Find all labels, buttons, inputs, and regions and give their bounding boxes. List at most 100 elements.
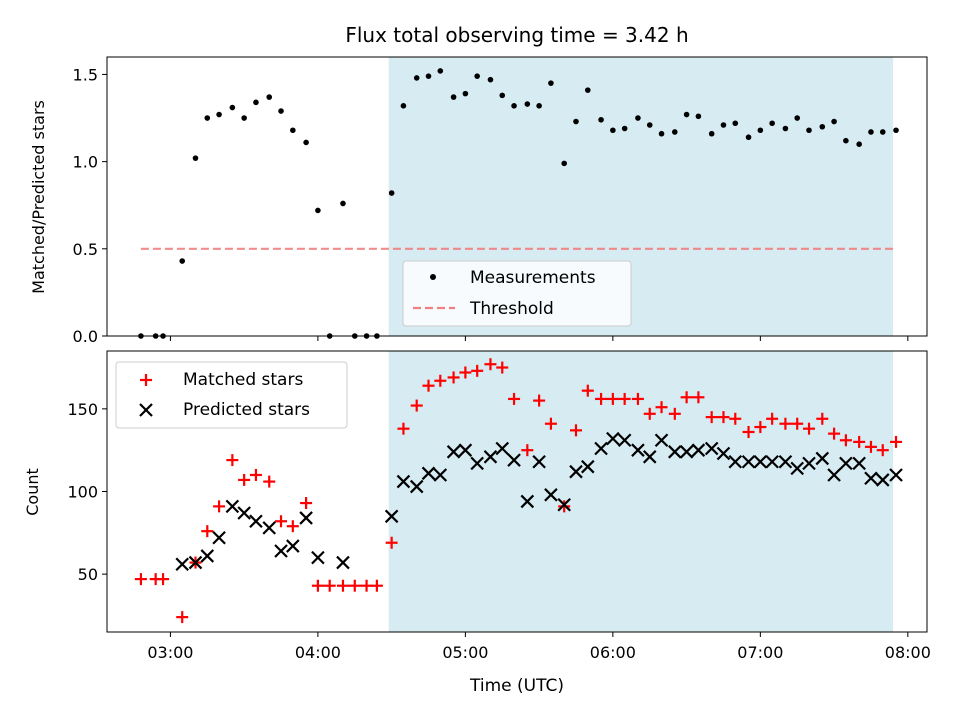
matched-star-point bbox=[410, 399, 423, 412]
matched-star-point bbox=[569, 424, 582, 437]
matched-star-point bbox=[176, 611, 189, 624]
top-y-axis-label: Matched/Predicted stars bbox=[29, 100, 48, 294]
measurement-point bbox=[253, 99, 259, 106]
measurement-point bbox=[672, 129, 678, 135]
matched-star-point bbox=[729, 412, 742, 425]
y-tick-label: 0.0 bbox=[73, 327, 98, 346]
predicted-star-point bbox=[679, 445, 694, 459]
measurement-point bbox=[658, 130, 665, 137]
matched-star-point bbox=[201, 525, 214, 538]
measurement-point bbox=[216, 111, 222, 118]
measurement-point bbox=[474, 73, 480, 79]
predicted-star-point bbox=[286, 539, 300, 553]
matched-star-point bbox=[397, 422, 410, 435]
predicted-star-point bbox=[569, 464, 583, 479]
matched-star-point bbox=[655, 401, 668, 414]
measurement-point bbox=[893, 127, 899, 134]
measurement-point bbox=[598, 116, 604, 123]
matched-star-point bbox=[521, 444, 534, 457]
matched-star-point bbox=[816, 412, 829, 425]
predicted-star-point bbox=[716, 446, 731, 461]
measurement-point bbox=[720, 122, 727, 128]
matched-star-point bbox=[360, 579, 373, 592]
matched-star-point bbox=[766, 412, 779, 425]
predicted-star-point bbox=[237, 506, 251, 520]
measurement-point bbox=[340, 200, 346, 207]
legend-predicted-label: Predicted stars bbox=[183, 400, 310, 420]
bottom-shaded-span bbox=[388, 351, 894, 632]
measurement-point bbox=[806, 127, 812, 134]
predicted-star-point bbox=[175, 557, 189, 572]
predicted-star-point bbox=[507, 453, 521, 467]
measurement-point bbox=[204, 115, 211, 121]
x-tick-label: 04:00 bbox=[295, 643, 341, 662]
legend-predicted-marker bbox=[139, 403, 153, 417]
measurement-point bbox=[462, 90, 469, 97]
measurement-point bbox=[831, 118, 837, 125]
predicted-star-point bbox=[594, 441, 608, 456]
predicted-star-point bbox=[642, 450, 657, 464]
predicted-star-point bbox=[532, 454, 546, 469]
chart-title: Flux total observing time = 3.42 h bbox=[345, 23, 688, 47]
predicted-star-point bbox=[753, 454, 768, 469]
bottom-legend-box bbox=[115, 361, 348, 429]
matched-star-point bbox=[754, 421, 767, 434]
y-tick-label: 100 bbox=[67, 483, 98, 502]
predicted-star-point bbox=[249, 514, 263, 529]
measurement-point bbox=[315, 207, 321, 214]
measurement-point bbox=[536, 103, 542, 109]
matched-star-point bbox=[300, 497, 313, 510]
measurement-point bbox=[868, 129, 874, 135]
matched-star-point bbox=[249, 468, 262, 481]
predicted-star-point bbox=[668, 445, 682, 459]
matched-star-point bbox=[336, 579, 349, 592]
matched-star-point bbox=[226, 454, 239, 467]
measurement-point bbox=[450, 94, 457, 100]
matched-star-point bbox=[484, 358, 497, 371]
measurement-point bbox=[524, 101, 531, 107]
measurement-point bbox=[635, 115, 641, 121]
matched-star-point bbox=[508, 392, 521, 405]
x-axis-label: Time (UTC) bbox=[469, 676, 564, 696]
top-legend-box bbox=[402, 260, 632, 327]
measurement-point bbox=[843, 137, 849, 144]
predicted-star-point bbox=[852, 456, 866, 471]
matched-star-point bbox=[471, 364, 484, 377]
predicted-star-point bbox=[396, 474, 411, 489]
predicted-star-point bbox=[520, 494, 535, 509]
matched-star-point bbox=[779, 417, 792, 430]
measurement-point bbox=[879, 129, 886, 135]
predicted-star-point bbox=[483, 450, 498, 464]
matched-star-point bbox=[275, 515, 288, 528]
matched-star-point bbox=[447, 371, 460, 384]
predicted-star-point bbox=[299, 511, 313, 525]
predicted-star-point bbox=[778, 454, 793, 469]
matched-star-point bbox=[717, 411, 730, 424]
matched-star-point bbox=[742, 425, 755, 438]
measurement-point bbox=[278, 108, 284, 114]
matched-star-point bbox=[618, 392, 631, 405]
predicted-star-point bbox=[421, 466, 436, 481]
predicted-star-point bbox=[544, 488, 558, 502]
predicted-star-point bbox=[704, 441, 719, 456]
x-tick-label: 05:00 bbox=[442, 643, 488, 662]
matched-star-point bbox=[263, 475, 276, 488]
measurement-point bbox=[229, 104, 236, 111]
predicted-star-point bbox=[581, 459, 595, 474]
predicted-star-point bbox=[827, 468, 841, 482]
matched-star-point bbox=[459, 366, 472, 379]
matched-star-point bbox=[643, 407, 656, 420]
matched-star-point bbox=[134, 573, 147, 586]
predicted-star-point bbox=[336, 555, 350, 570]
measurement-point bbox=[782, 125, 789, 132]
matched-star-point bbox=[853, 435, 866, 448]
predicted-star-point bbox=[606, 431, 620, 446]
predicted-star-point bbox=[311, 550, 325, 565]
legend-measurements-marker bbox=[430, 274, 436, 280]
matched-star-point bbox=[496, 361, 509, 374]
measurement-point bbox=[610, 127, 616, 134]
top-x-axis bbox=[169, 336, 909, 341]
matched-star-point bbox=[311, 579, 324, 592]
predicted-star-point bbox=[691, 443, 706, 457]
